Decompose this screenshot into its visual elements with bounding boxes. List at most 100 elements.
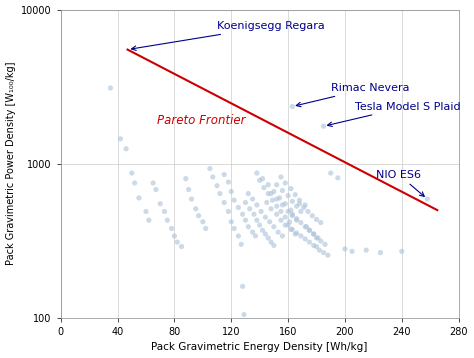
Point xyxy=(297,233,305,239)
Point xyxy=(249,229,256,235)
Point xyxy=(266,219,273,225)
Point xyxy=(256,178,264,183)
Point xyxy=(270,243,278,248)
Point xyxy=(252,233,259,239)
Point xyxy=(195,213,202,219)
Point xyxy=(320,250,328,256)
Point xyxy=(314,235,322,241)
Point xyxy=(213,183,221,189)
Point xyxy=(202,226,210,231)
Point xyxy=(128,170,136,176)
Point xyxy=(279,202,286,208)
Point xyxy=(228,189,235,194)
Point xyxy=(262,214,269,220)
Point xyxy=(239,211,246,217)
Point xyxy=(313,244,320,250)
Point xyxy=(256,222,264,228)
Point xyxy=(317,220,325,226)
Point xyxy=(246,206,254,212)
Point xyxy=(145,217,153,223)
Point xyxy=(253,170,261,176)
Y-axis label: Pack Gravimetric Power Density [W₁₀₀/kg]: Pack Gravimetric Power Density [W₁₀₀/kg] xyxy=(6,62,16,266)
Point xyxy=(310,231,318,237)
Point xyxy=(164,217,171,223)
Point xyxy=(245,224,252,229)
Text: NIO ES6: NIO ES6 xyxy=(376,170,424,197)
Point xyxy=(287,227,295,232)
Point xyxy=(341,246,349,252)
Point xyxy=(267,239,275,245)
Point xyxy=(301,236,309,242)
Point xyxy=(279,233,286,239)
Text: Rimac Nevera: Rimac Nevera xyxy=(296,83,409,107)
Point xyxy=(188,196,195,202)
Point xyxy=(296,201,303,207)
Point xyxy=(324,252,332,258)
Point xyxy=(277,209,285,214)
Point xyxy=(216,191,224,197)
Point xyxy=(249,196,256,202)
Point xyxy=(269,197,276,203)
Text: Pareto Frontier: Pareto Frontier xyxy=(157,114,246,127)
Point xyxy=(259,227,266,233)
Point xyxy=(377,250,384,256)
Point xyxy=(284,209,292,214)
Point xyxy=(230,197,238,203)
Point xyxy=(289,227,296,232)
Point xyxy=(313,217,320,222)
Point xyxy=(230,226,238,231)
Point xyxy=(250,211,258,217)
Point xyxy=(293,203,301,209)
Point xyxy=(262,231,269,237)
Point xyxy=(274,229,282,235)
Point xyxy=(424,196,431,202)
Point xyxy=(131,180,138,186)
Point xyxy=(220,172,228,178)
Point xyxy=(301,224,309,229)
Point xyxy=(235,233,242,239)
Point xyxy=(264,182,272,188)
Point xyxy=(171,233,178,239)
Point xyxy=(267,191,275,197)
Point xyxy=(168,226,175,231)
Point xyxy=(173,239,181,245)
Point xyxy=(284,193,292,199)
Point xyxy=(178,244,185,250)
Point xyxy=(310,231,318,237)
Point xyxy=(293,216,301,222)
Point xyxy=(277,217,285,223)
Point xyxy=(185,187,192,192)
Point xyxy=(273,203,281,209)
Point xyxy=(259,176,266,182)
Text: Koenigsegg Regara: Koenigsegg Regara xyxy=(131,21,325,50)
Point xyxy=(152,187,160,192)
Point xyxy=(228,219,235,225)
Text: Tesla Model S Plaid: Tesla Model S Plaid xyxy=(328,102,461,126)
Point xyxy=(182,176,190,182)
Point xyxy=(327,170,335,176)
Point xyxy=(264,235,272,241)
Point xyxy=(292,192,299,198)
Point xyxy=(363,247,370,253)
Point xyxy=(398,248,406,254)
Point xyxy=(149,180,157,186)
Point xyxy=(286,219,293,225)
Point xyxy=(242,200,249,205)
Point xyxy=(292,231,299,237)
Point xyxy=(253,202,261,208)
Point xyxy=(209,174,217,180)
Point xyxy=(245,191,252,197)
Point xyxy=(199,219,207,225)
Point xyxy=(309,213,316,219)
Point xyxy=(348,248,356,254)
Point xyxy=(273,196,281,202)
Point xyxy=(264,191,272,197)
Point xyxy=(289,213,296,219)
Point xyxy=(279,188,286,193)
Point xyxy=(270,224,278,229)
Point xyxy=(260,185,268,190)
Point xyxy=(156,201,164,207)
Point xyxy=(287,207,295,213)
X-axis label: Pack Gravimetric Energy Density [Wh/kg]: Pack Gravimetric Energy Density [Wh/kg] xyxy=(152,343,368,352)
Point xyxy=(122,146,130,152)
